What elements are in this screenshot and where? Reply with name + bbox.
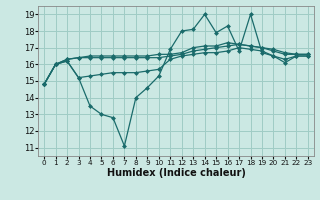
X-axis label: Humidex (Indice chaleur): Humidex (Indice chaleur) (107, 168, 245, 178)
